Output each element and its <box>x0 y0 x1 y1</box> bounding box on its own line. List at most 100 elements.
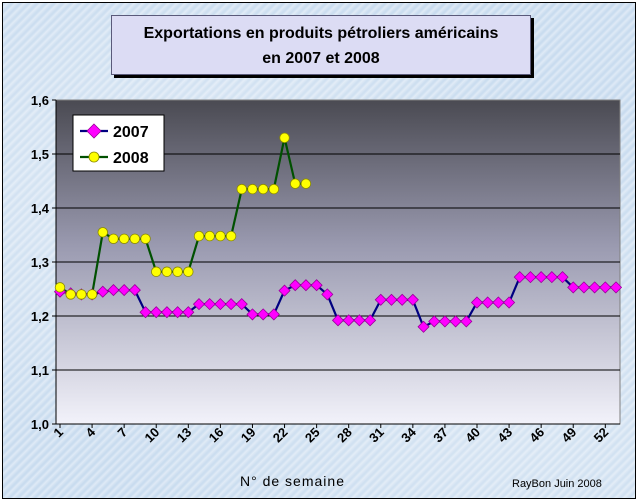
point-2007 <box>535 271 548 284</box>
point-2008 <box>161 266 173 277</box>
point-2007 <box>267 308 280 321</box>
point-2007 <box>556 271 569 284</box>
x-tick-label: 16 <box>206 425 227 446</box>
y-tick-label: 1,2 <box>31 309 49 324</box>
point-2007 <box>150 306 163 319</box>
x-tick-label: 28 <box>334 425 355 446</box>
point-2007 <box>96 285 109 298</box>
point-2007 <box>417 320 430 333</box>
point-2008 <box>204 230 215 242</box>
x-tick-label: 13 <box>174 425 195 446</box>
point-2007 <box>182 306 195 319</box>
x-tick-label: 37 <box>430 425 451 446</box>
point-2008 <box>172 266 183 277</box>
x-tick-label: 1 <box>50 425 66 441</box>
legend-marker-2008 <box>88 151 100 163</box>
point-2008 <box>97 227 108 238</box>
point-2008 <box>247 183 258 195</box>
point-2007 <box>225 298 238 311</box>
point-2007 <box>171 306 184 319</box>
point-2008 <box>236 183 247 195</box>
x-tick-label: 4 <box>82 424 98 440</box>
point-2007 <box>310 279 323 292</box>
point-2007 <box>321 288 334 301</box>
point-2007 <box>160 306 173 319</box>
x-tick-label: 40 <box>462 425 483 446</box>
point-2007 <box>428 315 441 328</box>
point-2007 <box>289 279 302 292</box>
point-2007 <box>214 298 227 311</box>
point-2007 <box>118 284 131 297</box>
x-tick-label: 7 <box>115 425 131 441</box>
point-2008 <box>129 233 141 244</box>
point-2007 <box>257 308 270 321</box>
point-2007 <box>599 281 612 294</box>
point-2008 <box>183 266 194 277</box>
point-2007 <box>396 293 409 306</box>
point-2008 <box>225 230 237 242</box>
point-2008 <box>215 230 226 242</box>
point-2008 <box>290 178 301 189</box>
point-2008 <box>193 230 205 242</box>
point-2008 <box>76 289 87 300</box>
point-2007 <box>331 314 345 327</box>
y-tick-label: 1,3 <box>31 255 49 270</box>
point-2008 <box>86 289 98 300</box>
legend-marker-2007 <box>86 123 102 139</box>
point-2008 <box>140 233 151 244</box>
point-2007 <box>406 293 419 306</box>
point-2007 <box>364 314 377 327</box>
point-2008 <box>151 266 162 277</box>
point-2007 <box>139 306 152 319</box>
y-tick-label: 1,4 <box>31 201 50 216</box>
point-2008 <box>54 282 66 293</box>
point-2008 <box>300 178 312 189</box>
point-2007 <box>577 281 590 294</box>
x-tick-label: 34 <box>398 424 419 445</box>
chart-title: Exportations en produits pétroliers amér… <box>111 15 531 75</box>
point-2007 <box>374 293 387 306</box>
x-tick-label: 22 <box>270 425 291 446</box>
point-2008 <box>279 132 290 144</box>
x-tick-label: 10 <box>142 425 163 446</box>
x-tick-label: 46 <box>526 425 547 446</box>
x-tick-label: 49 <box>559 425 580 446</box>
x-tick-label: 43 <box>494 425 515 446</box>
x-tick-label: 52 <box>591 425 612 446</box>
point-2007 <box>353 314 366 327</box>
point-2007 <box>609 281 623 294</box>
point-2008 <box>108 233 119 244</box>
point-2008 <box>118 233 130 244</box>
legend-label-2007: 2007 <box>113 124 149 141</box>
point-2007 <box>278 284 291 297</box>
chart-title-line1: Exportations en produits pétroliers amér… <box>143 25 499 42</box>
y-tick-label: 1,1 <box>31 363 49 378</box>
point-2007 <box>246 308 259 321</box>
point-2007 <box>128 284 141 297</box>
x-tick-label: 25 <box>302 425 323 446</box>
point-2008 <box>268 183 280 195</box>
y-tick-label: 1,0 <box>31 417 49 432</box>
point-2007 <box>460 315 473 328</box>
y-tick-label: 1,5 <box>31 147 49 162</box>
credit-text: RayBon Juin 2008 <box>512 478 602 490</box>
legend: 2007 2008 <box>72 114 165 172</box>
point-2007 <box>107 284 120 297</box>
point-2008 <box>65 289 76 300</box>
point-2007 <box>342 314 355 327</box>
legend-label-2008: 2008 <box>113 150 149 167</box>
point-2007 <box>299 279 312 292</box>
point-2007 <box>470 296 484 309</box>
point-2007 <box>513 271 526 284</box>
point-2007 <box>481 296 494 309</box>
point-2007 <box>588 281 601 294</box>
point-2007 <box>203 298 216 311</box>
point-2007 <box>545 271 558 284</box>
point-2007 <box>449 315 462 328</box>
point-2007 <box>524 271 537 284</box>
x-axis-label: N° de semaine <box>240 473 345 489</box>
x-tick-label: 19 <box>238 425 259 446</box>
y-tick-label: 1,6 <box>31 93 49 108</box>
point-2007 <box>492 296 505 309</box>
